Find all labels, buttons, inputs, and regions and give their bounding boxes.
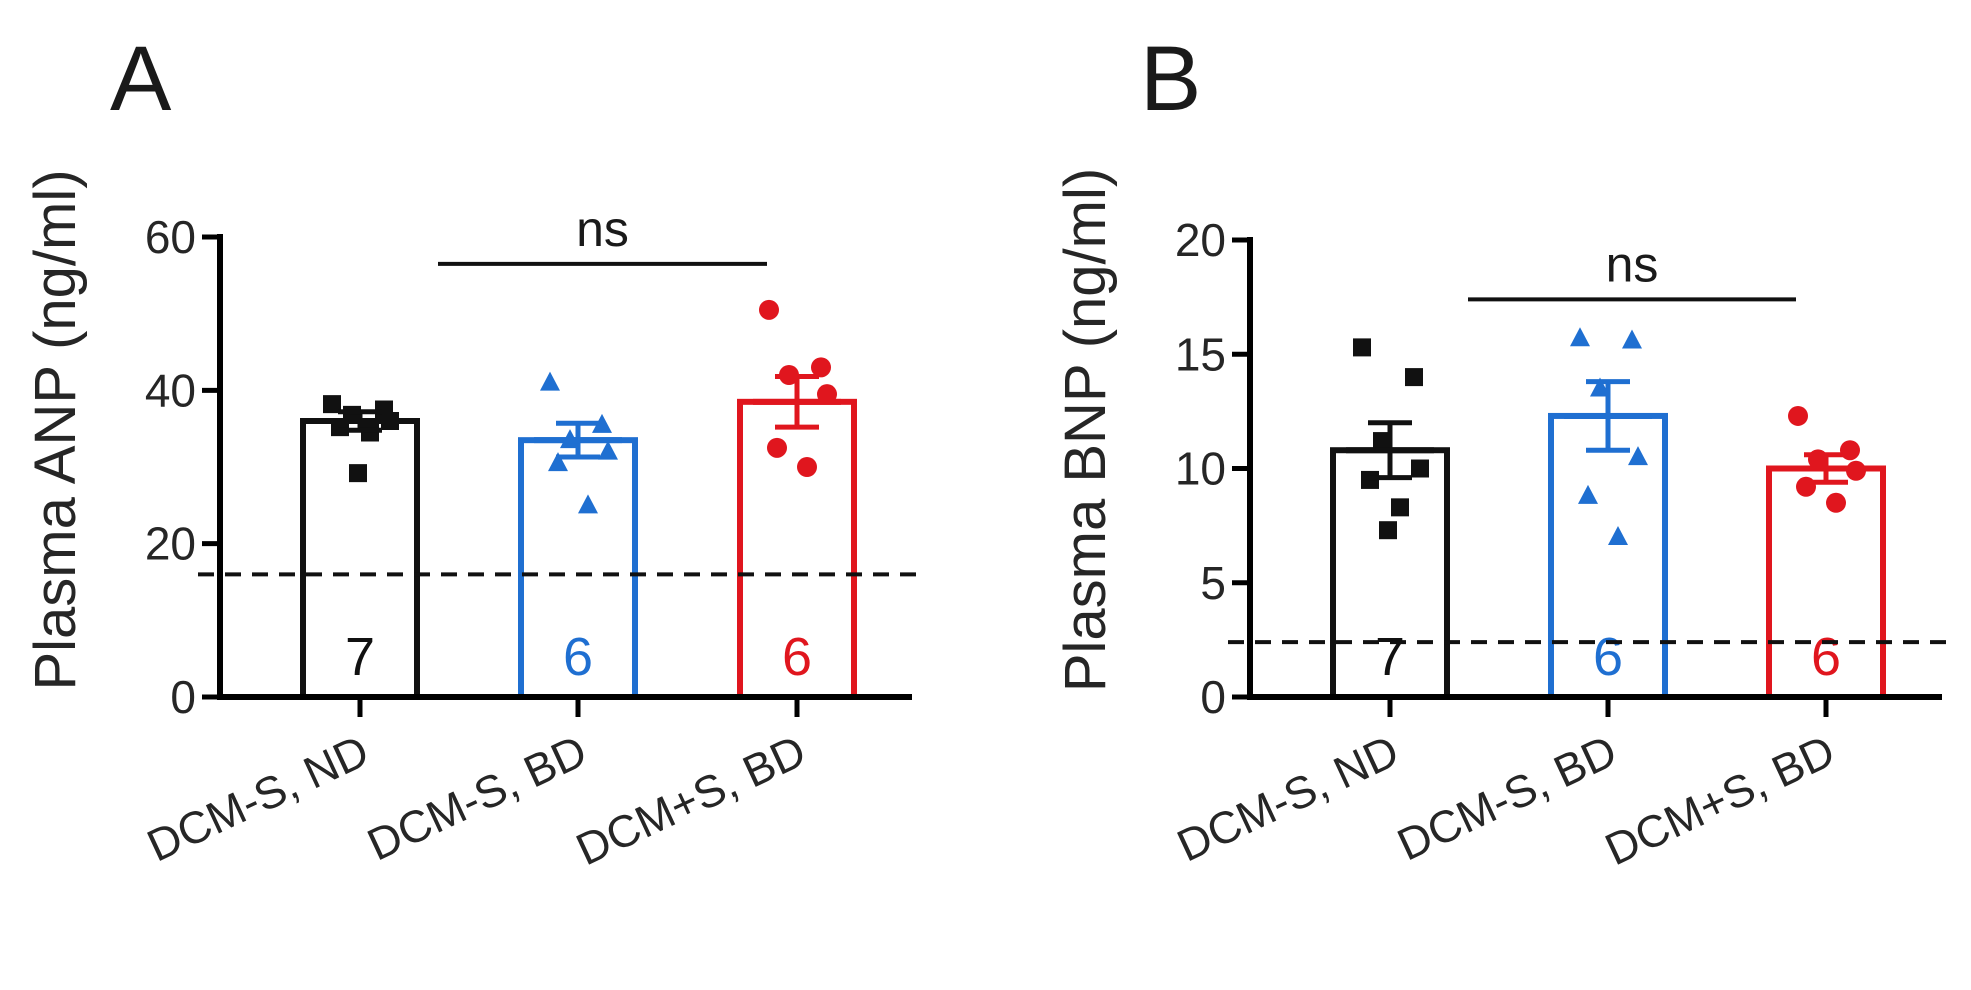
panel-b-point-1-2 <box>1590 377 1610 397</box>
panel-a-y-tick-label-0: 0 <box>170 671 196 723</box>
panel-b-y-tick-label-1: 5 <box>1200 557 1226 609</box>
panel-b-point-2-0 <box>1788 405 1808 426</box>
panel-a-x-tick-label-1: DCM-S, BD <box>360 725 595 871</box>
panel-a-point-1-0 <box>540 371 560 391</box>
panel-a-significance-label: ns <box>576 201 629 257</box>
panel-b-y-tick-label-0: 0 <box>1200 671 1226 723</box>
panel-b-y-tick-label-4: 20 <box>1175 214 1226 266</box>
panel-a-point-1-4 <box>548 452 568 472</box>
panel-b-point-1-5 <box>1608 526 1628 546</box>
panel-b-point-1-0 <box>1570 327 1590 347</box>
panel-b-point-0-3 <box>1411 459 1429 478</box>
panel-b-point-0-2 <box>1373 432 1391 451</box>
panel-b-point-2-5 <box>1826 492 1846 513</box>
panel-a-point-2-0 <box>759 299 779 320</box>
panel-b-x-tick-label-2: DCM+S, BD <box>1597 725 1842 875</box>
panel-b-point-0-6 <box>1379 521 1397 540</box>
panel-a-y-tick-label-2: 40 <box>145 364 196 416</box>
panel-b-y-tick-label-2: 10 <box>1175 443 1226 495</box>
panel-a-n-label-0: 7 <box>345 627 375 687</box>
panel-a-x-tick-label-2: DCM+S, BD <box>568 725 813 875</box>
panel-b-point-0-0 <box>1353 338 1371 357</box>
panel-b-point-1-1 <box>1622 329 1642 349</box>
panel-a-x-tick-label-0: DCM-S, ND <box>139 725 376 872</box>
panel-b-x-tick-label-1: DCM-S, BD <box>1390 725 1625 871</box>
panel-b-point-1-3 <box>1628 446 1648 466</box>
panel-b-point-1-4 <box>1578 484 1598 504</box>
panel-a-point-1-3 <box>598 440 618 460</box>
panel-a-point-2-4 <box>767 437 787 458</box>
panel-b-point-0-5 <box>1391 498 1409 517</box>
panel-b: B Plasma BNP (ng/ml) 7 6 6 0 5 10 15 20 DCM-S, N… <box>1053 28 1952 875</box>
panel-b-n-label-2: 6 <box>1811 627 1841 687</box>
panel-a-point-2-1 <box>811 357 831 378</box>
panel-a-n-label-1: 6 <box>563 627 593 687</box>
panel-b-n-label-0: 7 <box>1375 627 1405 687</box>
panel-b-point-0-1 <box>1405 368 1423 387</box>
panel-b-y-tick-label-3: 15 <box>1175 328 1226 380</box>
panel-a-point-1-1 <box>592 413 612 433</box>
panel-a-letter: A <box>110 28 172 130</box>
panel-b-significance-label: ns <box>1606 236 1659 292</box>
panel-a-point-1-5 <box>578 494 598 514</box>
panel-b-n-label-1: 6 <box>1593 627 1623 687</box>
panel-a-point-0-0 <box>323 395 341 414</box>
panel-b-letter: B <box>1140 28 1201 130</box>
panel-a-y-tick-label-1: 20 <box>145 518 196 570</box>
panel-a-point-0-6 <box>349 464 367 483</box>
panel-b-x-tick-label-0: DCM-S, ND <box>1169 725 1406 872</box>
panel-a-y-axis-title: Plasma ANP (ng/ml) <box>23 169 88 690</box>
panel-b-y-axis-title: Plasma BNP (ng/ml) <box>1053 168 1118 692</box>
panel-a-point-2-5 <box>797 457 817 477</box>
panel-a-n-label-2: 6 <box>782 627 812 687</box>
panel-a-y-tick-label-3: 60 <box>145 211 196 263</box>
